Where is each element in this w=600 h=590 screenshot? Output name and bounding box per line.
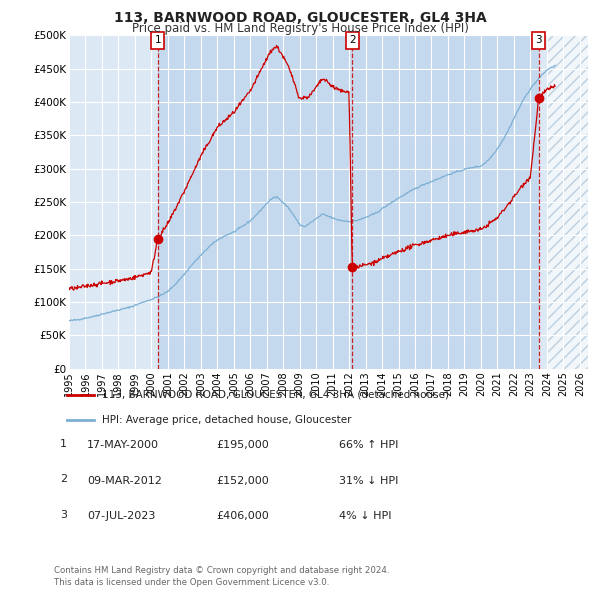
- Text: £152,000: £152,000: [216, 476, 269, 486]
- Text: £406,000: £406,000: [216, 512, 269, 521]
- Text: 1: 1: [60, 439, 67, 449]
- Text: HPI: Average price, detached house, Gloucester: HPI: Average price, detached house, Glou…: [101, 415, 351, 425]
- Text: 4% ↓ HPI: 4% ↓ HPI: [339, 512, 391, 521]
- Text: 2: 2: [60, 474, 67, 484]
- Text: 113, BARNWOOD ROAD, GLOUCESTER, GL4 3HA: 113, BARNWOOD ROAD, GLOUCESTER, GL4 3HA: [113, 11, 487, 25]
- Text: 07-JUL-2023: 07-JUL-2023: [87, 512, 155, 521]
- Text: 113, BARNWOOD ROAD, GLOUCESTER, GL4 3HA (detached house): 113, BARNWOOD ROAD, GLOUCESTER, GL4 3HA …: [101, 389, 449, 399]
- Text: 3: 3: [535, 35, 542, 45]
- Text: 3: 3: [60, 510, 67, 520]
- Bar: [352, 35, 539, 369]
- Text: 2: 2: [349, 35, 356, 45]
- Text: 1: 1: [154, 35, 161, 45]
- Text: 31% ↓ HPI: 31% ↓ HPI: [339, 476, 398, 486]
- Text: Price paid vs. HM Land Registry's House Price Index (HPI): Price paid vs. HM Land Registry's House …: [131, 22, 469, 35]
- Text: 09-MAR-2012: 09-MAR-2012: [87, 476, 162, 486]
- Text: 17-MAY-2000: 17-MAY-2000: [87, 441, 159, 450]
- Text: 66% ↑ HPI: 66% ↑ HPI: [339, 441, 398, 450]
- Text: £195,000: £195,000: [216, 441, 269, 450]
- Bar: [158, 35, 352, 369]
- Text: Contains HM Land Registry data © Crown copyright and database right 2024.
This d: Contains HM Land Registry data © Crown c…: [54, 566, 389, 587]
